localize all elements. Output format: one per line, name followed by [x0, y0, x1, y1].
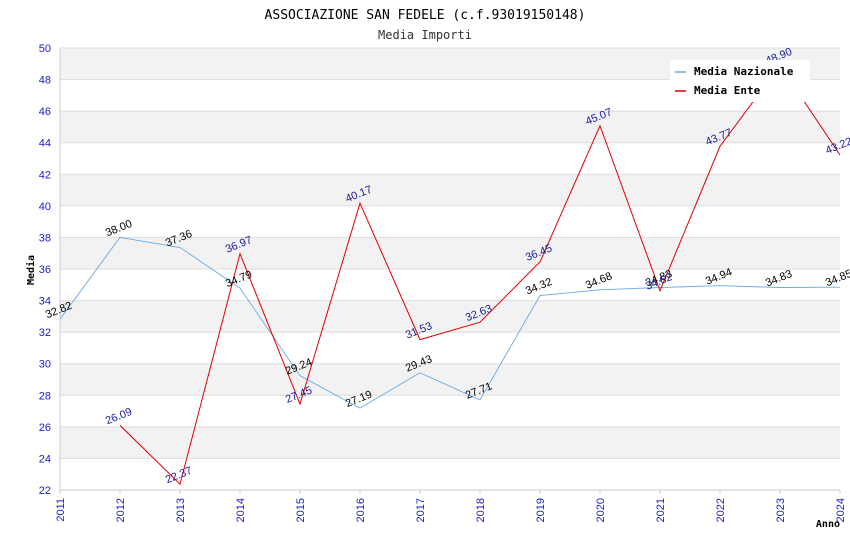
x-tick-label: 2018	[475, 498, 487, 522]
legend-box	[670, 60, 810, 102]
grid-lines	[60, 47, 840, 491]
y-tick-label: 36	[39, 264, 51, 276]
plot-bands	[60, 48, 840, 490]
y-tick-label: 28	[39, 390, 51, 402]
x-tick-label: 2022	[715, 498, 727, 522]
y-tick-label: 22	[39, 485, 51, 497]
y-tick-label: 42	[39, 169, 51, 181]
y-tick-label: 38	[39, 232, 51, 244]
plot-band	[60, 174, 840, 206]
plot-band	[60, 269, 840, 301]
series-line-media-nazionale	[59, 236, 841, 409]
y-tick-label: 40	[39, 201, 51, 213]
y-axis-label: Media	[25, 255, 37, 285]
y-tick-label: 48	[39, 75, 51, 87]
y-tick-label: 44	[39, 138, 51, 150]
plot-band	[60, 363, 840, 396]
legend: Media Nazionale Media Ente	[670, 60, 810, 102]
y-tick-label: 34	[39, 296, 51, 308]
y-tick-labels: 22 24 26 28 30 32 34 36 38 40 42 44 46 48 50	[39, 43, 51, 497]
plot-band	[60, 205, 840, 238]
x-tick-label: 2015	[295, 498, 307, 522]
plot-band	[60, 111, 840, 143]
x-tick-label: 2023	[775, 498, 787, 522]
legend-label-media-ente: Media Ente	[694, 84, 761, 97]
y-tick-label: 46	[39, 106, 51, 118]
plot-band	[60, 395, 840, 427]
plot-band	[60, 458, 840, 490]
y-tick-label: 30	[39, 359, 51, 371]
plot-band	[60, 142, 840, 175]
series-lines	[59, 64, 841, 486]
plot-band	[60, 300, 840, 333]
x-tick-label: 2011	[55, 498, 67, 522]
plot-band	[60, 332, 840, 364]
plot-band	[60, 426, 840, 459]
y-tick-label: 26	[39, 422, 51, 434]
x-tick-label: 2020	[595, 498, 607, 522]
x-tick-labels: 2011 2012 2013 2014 2015 2016 2017 2018 2019 2020…	[55, 498, 847, 522]
x-tick-label: 2016	[355, 498, 367, 522]
x-tick-label: 2012	[115, 498, 127, 522]
legend-label-media-nazionale: Media Nazionale	[694, 65, 794, 78]
axes	[59, 48, 841, 494]
series-line-media-ente	[119, 64, 841, 486]
chart-title: ASSOCIAZIONE SAN FEDELE (c.f.93019150148…	[265, 8, 586, 23]
x-tick-label: 2021	[655, 498, 667, 522]
x-tick-label: 2019	[535, 498, 547, 522]
y-tick-label: 50	[39, 43, 51, 55]
plot-band	[60, 237, 840, 269]
x-tick-label: 2013	[175, 498, 187, 522]
y-tick-label: 32	[39, 327, 51, 339]
x-tick-label: 2014	[235, 498, 247, 522]
x-tick-label: 2024	[835, 498, 847, 522]
chart-subtitle: Media Importi	[378, 28, 472, 42]
x-tick-label: 2017	[415, 498, 427, 522]
y-tick-label: 24	[39, 453, 51, 465]
x-axis-label: Anno	[816, 519, 840, 530]
